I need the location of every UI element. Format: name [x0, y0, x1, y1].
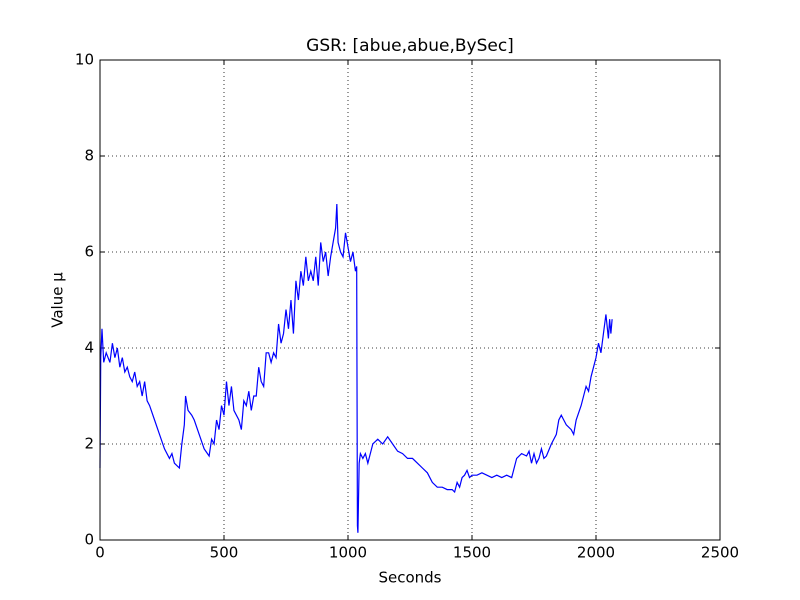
x-tick-label: 1500 — [453, 544, 491, 562]
x-tick-label: 2500 — [701, 544, 739, 562]
x-tick-label: 0 — [95, 544, 105, 562]
y-axis-label: Value µ — [49, 272, 67, 328]
y-tick-label: 4 — [84, 339, 94, 357]
x-tick-label: 500 — [210, 544, 239, 562]
x-tick-label: 1000 — [329, 544, 367, 562]
x-tick-label: 2000 — [577, 544, 615, 562]
y-tick-label: 6 — [84, 243, 94, 261]
data-line — [99, 203, 613, 533]
y-tick-label: 10 — [75, 51, 94, 69]
y-tick-label: 2 — [84, 435, 94, 453]
chart-title: GSR: [abue,abue,BySec] — [306, 36, 514, 56]
plot-frame — [99, 59, 721, 541]
x-axis-label: Seconds — [378, 569, 441, 587]
y-tick-label: 0 — [84, 531, 94, 549]
y-tick-label: 8 — [84, 147, 94, 165]
